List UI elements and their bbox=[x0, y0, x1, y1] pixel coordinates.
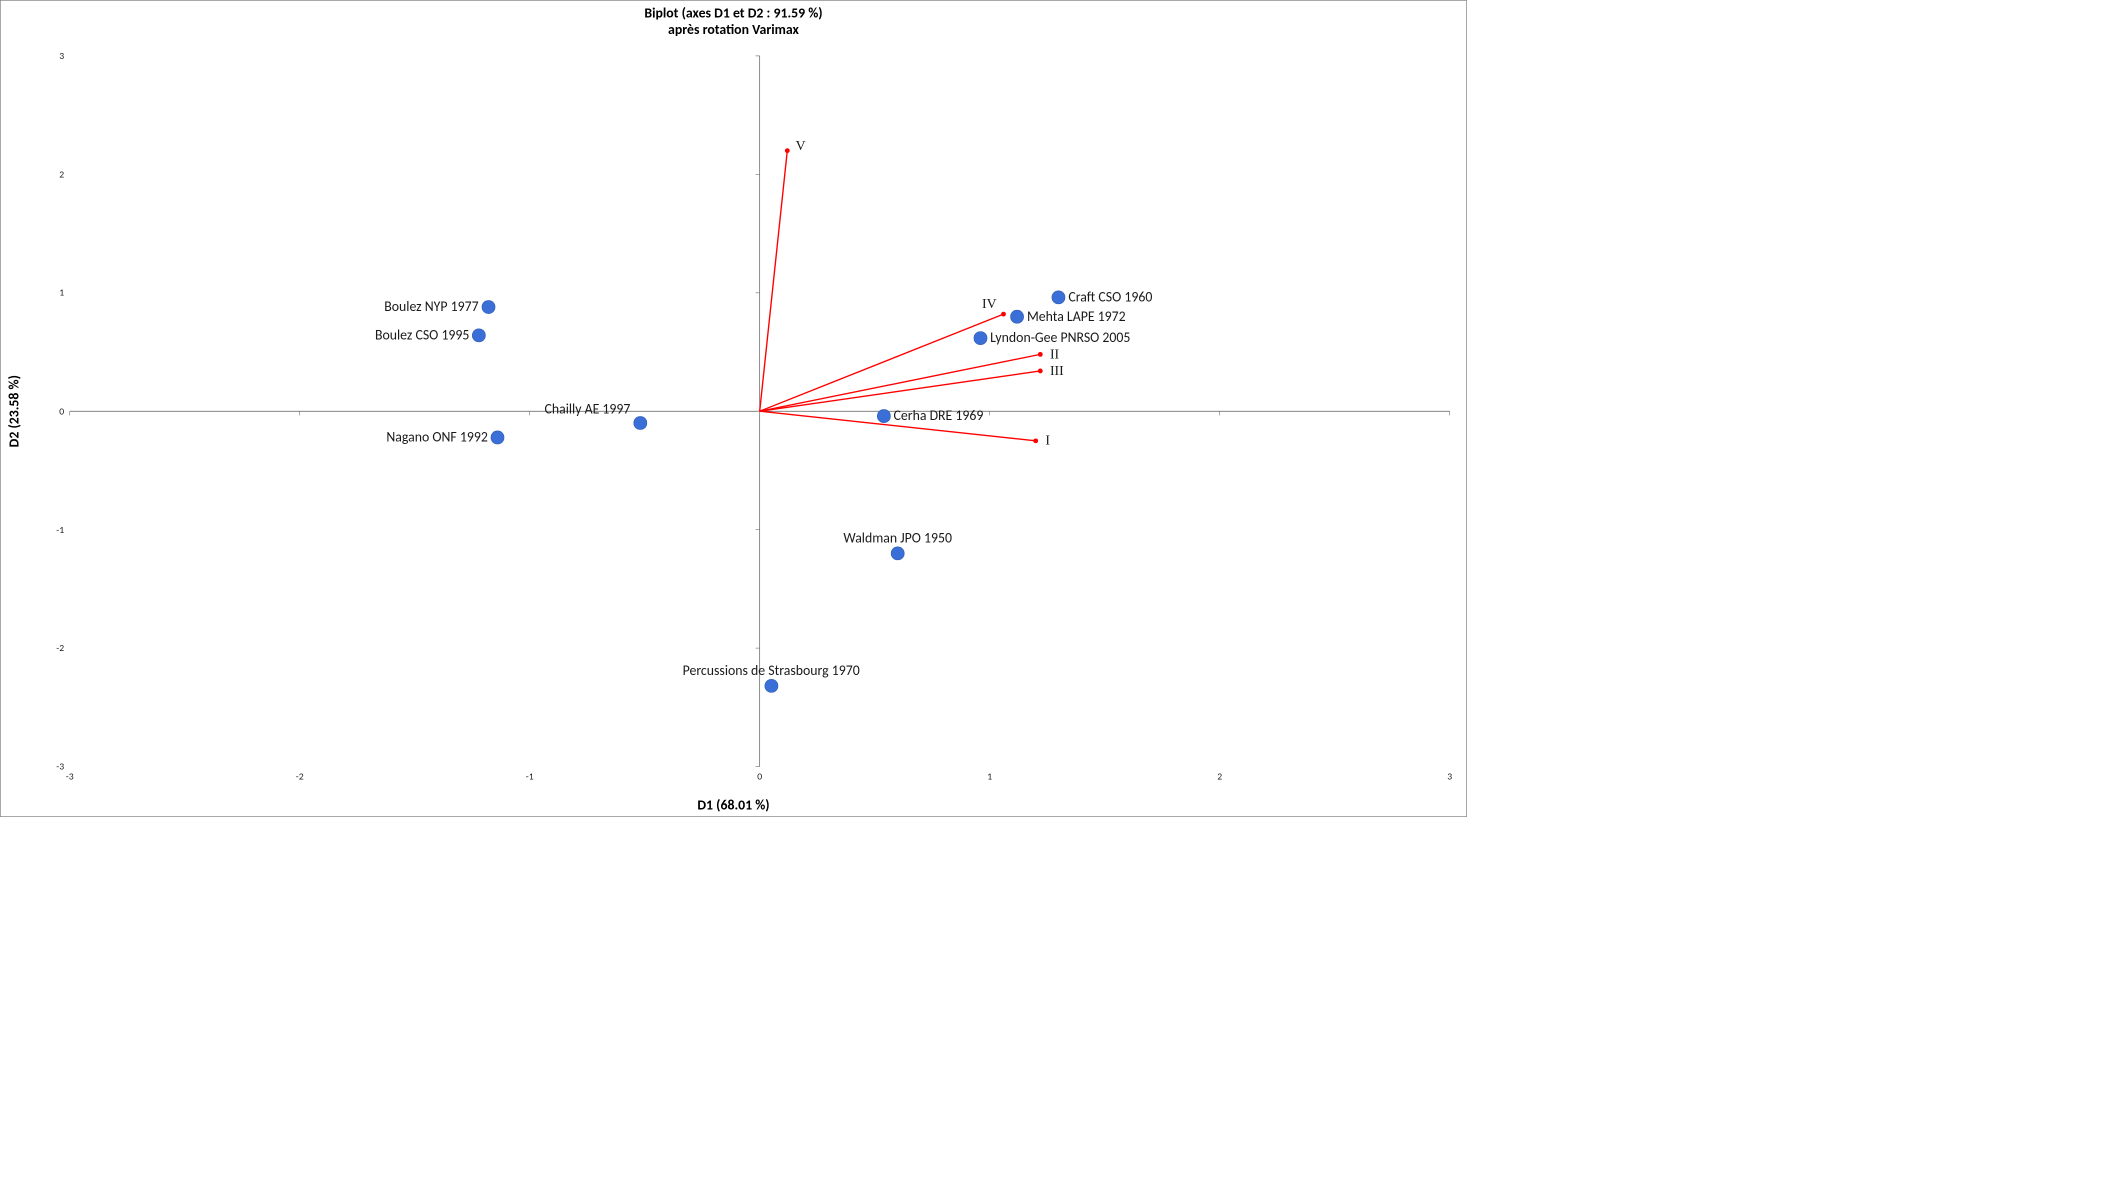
x-tick-label: 2 bbox=[1217, 771, 1222, 783]
y-axis-label: D2 (23.58 %) bbox=[6, 375, 23, 447]
loading-vector-label: II bbox=[1050, 346, 1059, 362]
observation-label: Cerha DRE 1969 bbox=[894, 408, 984, 425]
loading-vector bbox=[760, 354, 1041, 411]
observation-label: Lyndon-Gee PNRSO 2005 bbox=[990, 330, 1130, 347]
biplot-chart: Biplot (axes D1 et D2 : 91.59 %) après r… bbox=[0, 0, 1467, 817]
loading-vector-label: I bbox=[1045, 433, 1050, 449]
y-tick-label: 1 bbox=[59, 287, 64, 299]
observation-point bbox=[764, 679, 778, 693]
observation-point bbox=[491, 430, 505, 444]
x-tick-label: -3 bbox=[66, 771, 74, 783]
loading-vector bbox=[760, 371, 1041, 411]
loading-vector-label: III bbox=[1050, 363, 1064, 379]
chart-overlay-svg bbox=[1, 1, 1468, 818]
chart-title: Biplot (axes D1 et D2 : 91.59 %) après r… bbox=[1, 5, 1467, 38]
observation-label: Boulez NYP 1977 bbox=[384, 299, 478, 316]
observation-point bbox=[877, 409, 891, 423]
observation-point bbox=[481, 300, 495, 314]
observation-label: Percussions de Strasbourg 1970 bbox=[683, 663, 860, 680]
x-tick-label: 1 bbox=[987, 771, 992, 783]
observation-label: Craft CSO 1960 bbox=[1068, 289, 1152, 306]
y-tick-label: 0 bbox=[59, 405, 64, 417]
y-tick-label: -1 bbox=[56, 524, 64, 536]
x-tick-label: 0 bbox=[757, 771, 762, 783]
observation-point bbox=[891, 546, 905, 560]
x-tick-label: 3 bbox=[1447, 771, 1452, 783]
loading-vector-label: V bbox=[796, 139, 806, 155]
loading-vector bbox=[760, 314, 1004, 411]
observation-point bbox=[1010, 310, 1024, 324]
observation-label: Boulez CSO 1995 bbox=[375, 327, 469, 344]
observation-label: Nagano ONF 1992 bbox=[386, 429, 488, 446]
x-tick-label: -2 bbox=[296, 771, 304, 783]
y-tick-label: 3 bbox=[59, 50, 64, 62]
y-tick-label: -3 bbox=[56, 761, 64, 773]
observation-point bbox=[633, 416, 647, 430]
y-tick-label: -2 bbox=[56, 642, 64, 654]
observation-point bbox=[974, 331, 988, 345]
loading-vector bbox=[760, 151, 788, 412]
observation-label: Chailly AE 1997 bbox=[545, 401, 631, 418]
observation-point bbox=[472, 329, 486, 343]
loading-vector-label: IV bbox=[982, 297, 997, 313]
observation-point bbox=[1052, 291, 1066, 305]
x-axis-label: D1 (68.01 %) bbox=[1, 797, 1467, 814]
y-tick-label: 2 bbox=[59, 168, 64, 180]
observation-label: Mehta LAPE 1972 bbox=[1027, 308, 1126, 325]
x-tick-label: -1 bbox=[526, 771, 534, 783]
observation-label: Waldman JPO 1950 bbox=[843, 530, 952, 547]
